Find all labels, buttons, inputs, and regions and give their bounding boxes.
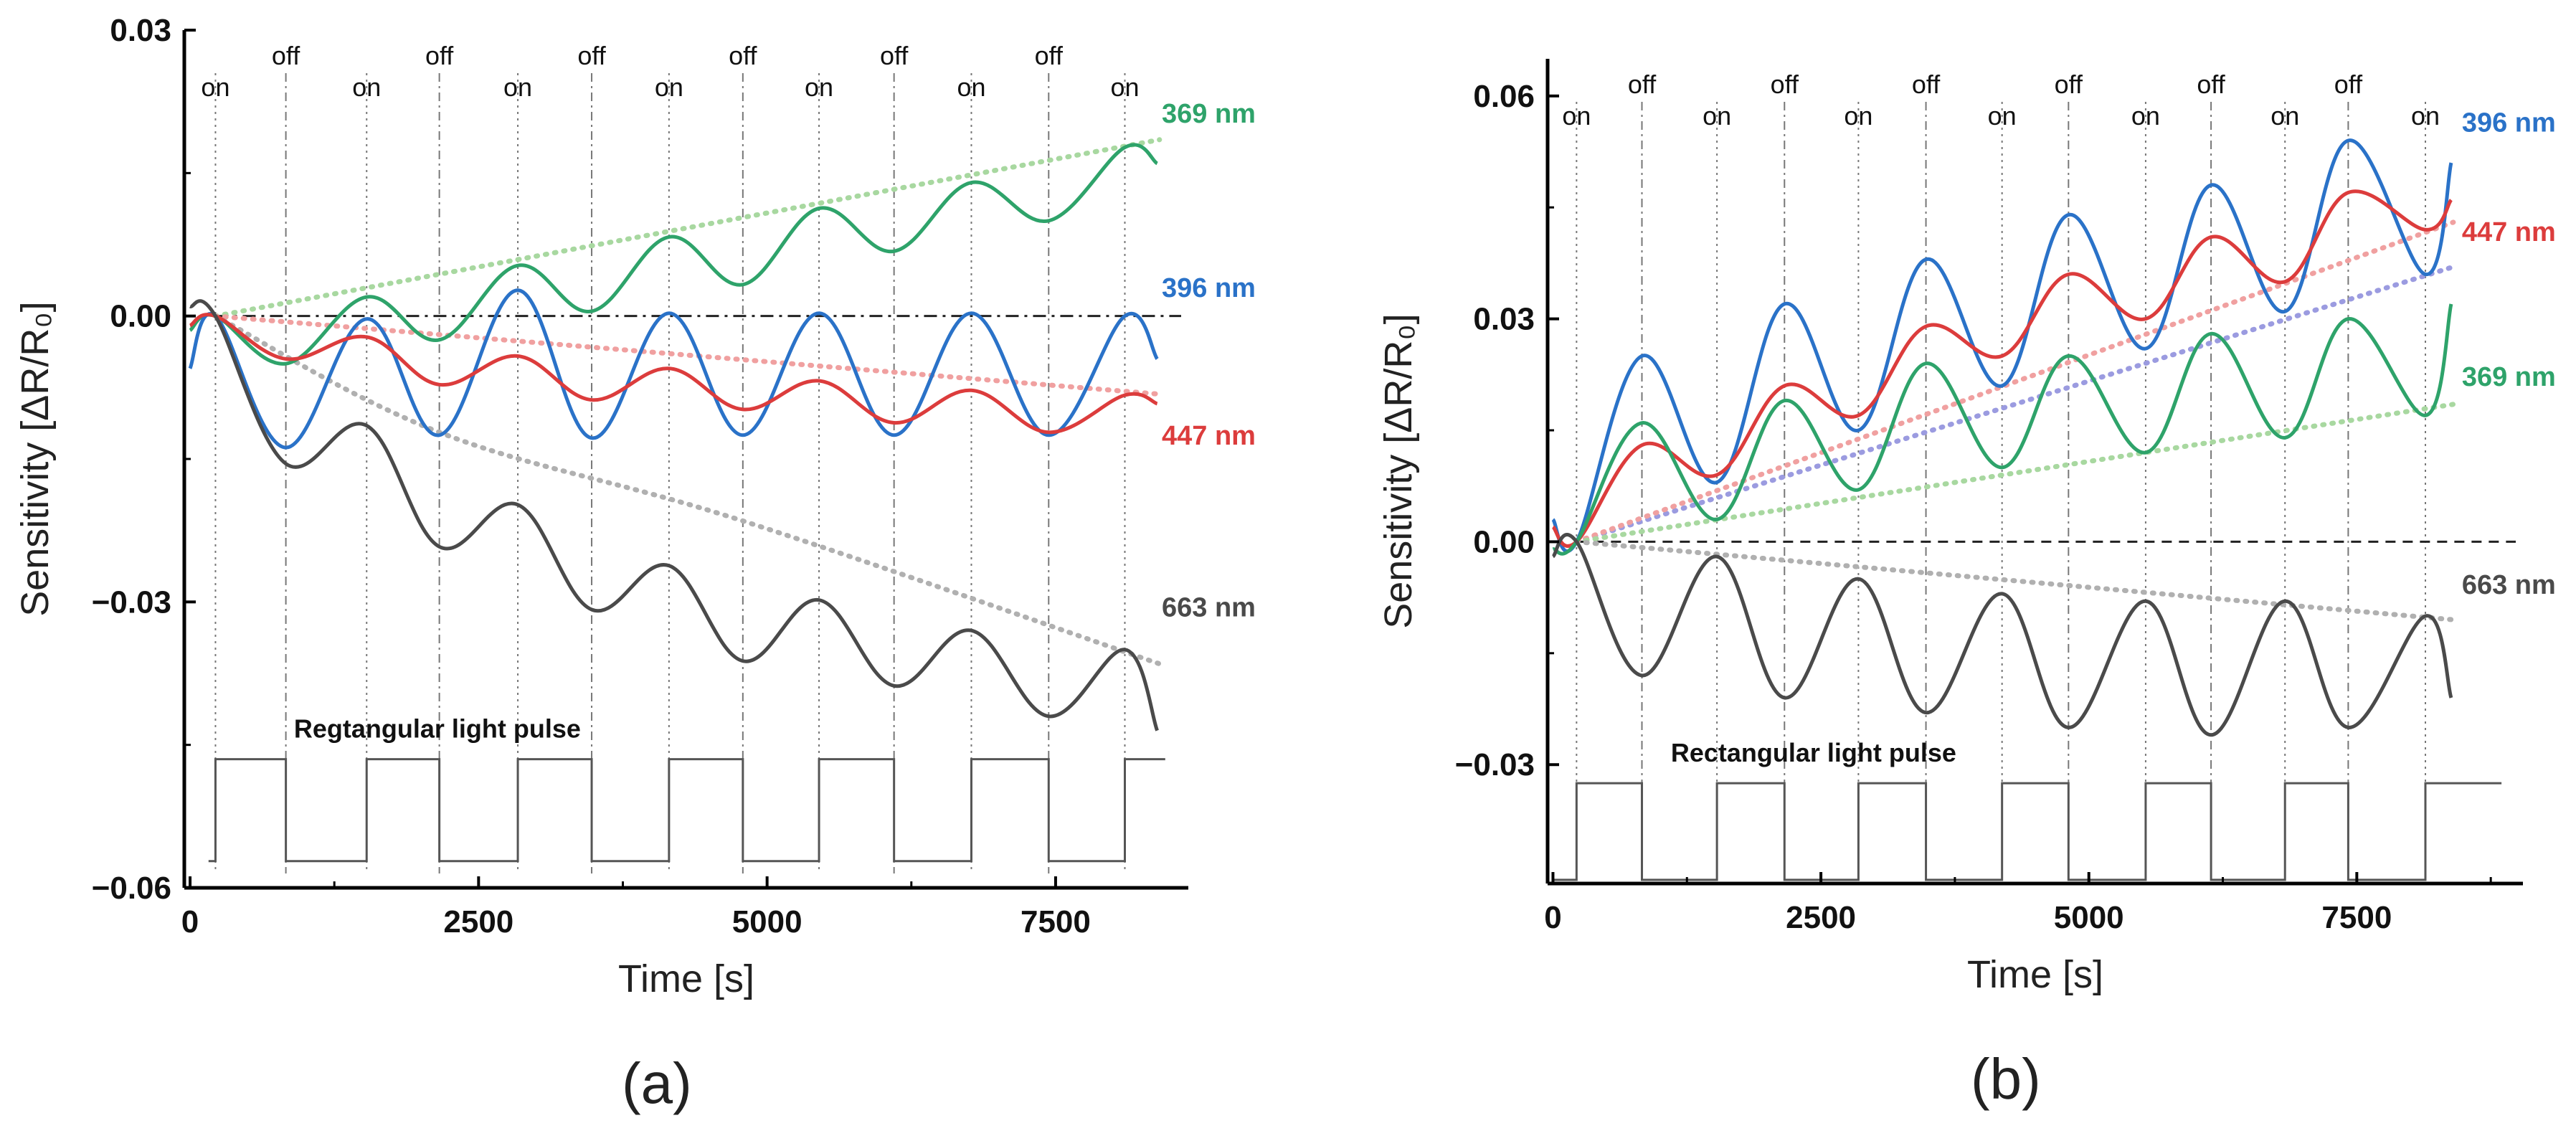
y-tick-label: −0.03 bbox=[1455, 747, 1535, 782]
y-axis-title: Sensitivity [ΔR/R₀] bbox=[1377, 313, 1420, 629]
series-label: 663 nm bbox=[1162, 592, 1256, 622]
x-tick-label: 0 bbox=[181, 904, 199, 939]
series-label: 663 nm bbox=[2462, 570, 2556, 600]
event-label-off: off bbox=[2197, 70, 2225, 99]
y-tick-label: 0.06 bbox=[1473, 79, 1535, 114]
light-pulse bbox=[209, 759, 1165, 861]
event-label-on: on bbox=[805, 72, 833, 102]
event-label-off: off bbox=[1628, 70, 1657, 99]
trend-line bbox=[215, 316, 1159, 664]
series-label: 369 nm bbox=[2462, 362, 2556, 392]
event-label-on: on bbox=[2131, 101, 2160, 131]
trend-line bbox=[1576, 222, 2453, 542]
series-663-nm bbox=[1553, 535, 2451, 735]
event-label-off: off bbox=[2334, 70, 2363, 99]
series-label: 396 nm bbox=[2462, 108, 2556, 138]
series-label: 369 nm bbox=[1162, 99, 1256, 129]
event-label-off: off bbox=[880, 41, 909, 70]
event-label-off: off bbox=[1771, 70, 1799, 99]
x-tick-label: 5000 bbox=[2054, 900, 2124, 935]
event-label-on: on bbox=[655, 72, 683, 102]
event-label-off: off bbox=[1035, 41, 1064, 70]
event-label-off: off bbox=[729, 41, 757, 70]
y-tick-label: 0.00 bbox=[1473, 524, 1535, 559]
trend-line bbox=[1576, 404, 2453, 542]
event-label-on: on bbox=[1844, 101, 1872, 131]
panel-label: (b) bbox=[1971, 1047, 2041, 1111]
event-label-off: off bbox=[2055, 70, 2083, 99]
event-label-on: on bbox=[1988, 101, 2017, 131]
y-tick-label: 0.03 bbox=[1473, 302, 1535, 337]
series-label: 396 nm bbox=[1162, 273, 1256, 303]
pulse-label: Rectangular light pulse bbox=[1671, 738, 1956, 767]
series-447-nm bbox=[190, 315, 1157, 432]
y-tick-label: 0.00 bbox=[110, 299, 171, 334]
event-label-off: off bbox=[1912, 70, 1941, 99]
trend-line bbox=[1576, 267, 2453, 541]
x-tick-label: 7500 bbox=[1021, 904, 1091, 939]
panel-a: on off on off on off on off on off on off on Regtangu… bbox=[14, 13, 1256, 1115]
event-label-off: off bbox=[272, 41, 300, 70]
pulse-label: Regtangular light pulse bbox=[294, 714, 581, 744]
event-label-on: on bbox=[2411, 101, 2440, 131]
event-label-off: off bbox=[425, 41, 454, 70]
light-pulse bbox=[1553, 783, 2501, 880]
event-label-on: on bbox=[1110, 72, 1139, 102]
y-axis-title: Sensitivity [ΔR/R₀] bbox=[14, 301, 57, 617]
event-label-on: on bbox=[201, 72, 229, 102]
y-tick-label: −0.06 bbox=[92, 871, 171, 906]
x-tick-label: 2500 bbox=[1786, 900, 1856, 935]
x-tick-label: 5000 bbox=[732, 904, 802, 939]
panel-label: (a) bbox=[622, 1051, 692, 1115]
event-label-on: on bbox=[2270, 101, 2299, 131]
event-label-on: on bbox=[352, 72, 381, 102]
event-label-on: on bbox=[1703, 101, 1731, 131]
y-tick-label: −0.03 bbox=[92, 584, 171, 620]
panel-b: on off on off on off on off on off on off on Rectangu… bbox=[1377, 59, 2556, 1111]
x-axis-title: Time [s] bbox=[618, 957, 754, 1000]
y-tick-label: 0.03 bbox=[110, 13, 171, 48]
x-tick-label: 0 bbox=[1544, 900, 1561, 935]
series-label: 447 nm bbox=[2462, 217, 2556, 247]
event-label-on: on bbox=[957, 72, 985, 102]
event-label-on: on bbox=[1562, 101, 1591, 131]
series-label: 447 nm bbox=[1162, 421, 1256, 451]
x-tick-label: 2500 bbox=[443, 904, 513, 939]
event-label-on: on bbox=[503, 72, 532, 102]
x-axis-title: Time [s] bbox=[1967, 953, 2103, 996]
trend-line bbox=[215, 140, 1159, 316]
x-tick-label: 7500 bbox=[2321, 900, 2392, 935]
event-label-off: off bbox=[577, 41, 606, 70]
series-369-nm bbox=[190, 145, 1157, 364]
